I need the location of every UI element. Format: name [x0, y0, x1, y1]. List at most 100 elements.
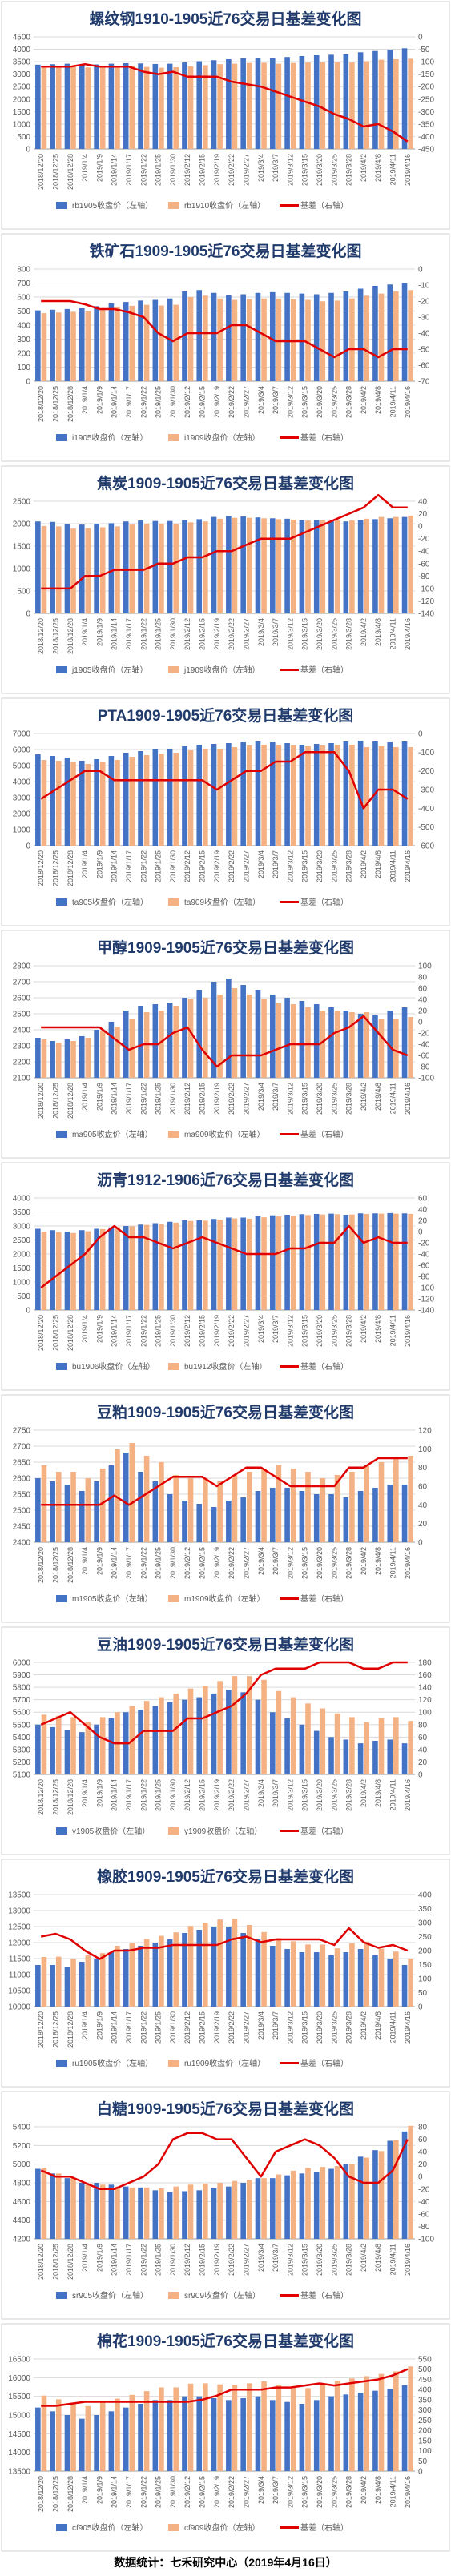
x-tick-label: 2019/2/22 [228, 386, 236, 418]
y-left-tick-label: 2450 [13, 1523, 31, 1532]
y-right-tick-label: 250 [418, 1933, 432, 1942]
bar-series2 [232, 517, 238, 613]
y-right-tick-label: -40 [418, 1041, 430, 1050]
bar-series1 [343, 1952, 349, 2007]
legend-label: y1905收盘价（左轴） [72, 1826, 150, 1836]
x-tick-label: 2019/1/14 [111, 2476, 119, 2508]
bar-series2 [290, 62, 296, 149]
bar-series1 [226, 979, 232, 1078]
bar-series2 [393, 1717, 399, 1774]
bar-series2 [41, 1465, 47, 1542]
bar-series1 [108, 1718, 115, 1774]
bar-series2 [246, 1676, 252, 1774]
bar-series1 [196, 2190, 203, 2239]
legend-swatch [168, 2060, 179, 2067]
x-tick-label: 2019/4/11 [389, 1547, 397, 1578]
bar-series2 [378, 1948, 385, 2007]
chart-svg: 棉花1909-1905近76交易日基差变化图 13500 14000 14500 150… [1, 2323, 450, 2552]
x-tick-label: 2019/1/30 [169, 2011, 177, 2044]
bar-series2 [393, 1019, 399, 1078]
y-right-tick-label: -50 [418, 346, 430, 355]
y-right-tick-label: 80 [418, 974, 428, 983]
x-tick-label: 2019/4/2 [360, 1083, 368, 1111]
x-tick-label: 2019/3/15 [301, 1083, 309, 1115]
bar-series2 [378, 2373, 385, 2471]
bar-series1 [108, 756, 115, 846]
bar-series1 [328, 292, 334, 381]
bar-series2 [159, 1935, 164, 2007]
y-left-tick-label: 4500 [13, 34, 31, 42]
bar-series1 [401, 2385, 408, 2471]
bar-series1 [401, 1485, 408, 1542]
bar-series1 [255, 2396, 261, 2471]
bar-series2 [393, 2371, 399, 2471]
bar-series1 [196, 61, 203, 149]
y-left-tick-label: 1500 [13, 1264, 31, 1273]
x-tick-label: 2019/2/15 [199, 1315, 207, 1347]
bar-series1 [226, 1690, 232, 1774]
bar-series1 [79, 1036, 85, 1078]
chart-svg: PTA1909-1905近76交易日基差变化图 0 1000 2000 3000 4000… [1, 697, 450, 926]
bar-series2 [246, 745, 252, 846]
x-tick-label: 2019/3/20 [316, 1547, 324, 1579]
bar-series2 [378, 59, 385, 149]
bar-series2 [261, 745, 267, 846]
bar-series2 [408, 1456, 413, 1542]
x-tick-label: 2019/2/12 [183, 1083, 191, 1115]
y-right-tick-label: 80 [418, 1721, 428, 1730]
bar-series1 [284, 2175, 290, 2239]
x-tick-label: 2019/4/16 [404, 1779, 412, 1811]
bar-series1 [94, 759, 99, 846]
x-tick-label: 2019/3/28 [345, 1779, 353, 1811]
y-right-tick-label: -400 [418, 133, 434, 142]
x-tick-label: 2019/1/14 [111, 154, 119, 186]
bar-series2 [115, 760, 120, 846]
bar-series1 [196, 1504, 203, 1542]
bar-series1 [269, 518, 276, 613]
x-tick-label: 2019/4/16 [404, 386, 412, 418]
x-tick-label: 2019/2/27 [243, 1779, 251, 1811]
y-right-tick-label: -500 [418, 823, 434, 832]
y-left-tick-label: 2650 [13, 1459, 31, 1468]
x-tick-label: 2019/2/22 [228, 618, 236, 650]
bar-series2 [187, 999, 194, 1078]
bar-series1 [357, 1213, 364, 1310]
bar-series2 [70, 528, 76, 613]
legend-label: 基差（右轴） [300, 1593, 348, 1604]
bar-series2 [173, 1475, 179, 1542]
bar-series2 [276, 1465, 282, 1542]
bar-series1 [94, 1724, 99, 1774]
bar-series2 [246, 1472, 252, 1542]
bar-series2 [41, 760, 47, 846]
chart-title: 铁矿石1909-1905近76交易日基差变化图 [90, 242, 362, 260]
bar-series1 [299, 55, 305, 149]
bar-series2 [276, 1938, 282, 2007]
bar-series1 [401, 1007, 408, 1078]
bar-series2 [70, 1717, 76, 1774]
bar-series2 [378, 1718, 385, 1774]
x-tick-label: 2018/12/28 [66, 154, 74, 190]
bar-series2 [334, 1713, 340, 1774]
y-right-tick-label: 200 [418, 2427, 432, 2436]
bar-series1 [372, 1488, 378, 1542]
x-tick-label: 2019/3/7 [272, 2244, 280, 2272]
x-tick-label: 2019/4/11 [389, 1315, 397, 1346]
bar-series1 [79, 1732, 85, 1774]
x-tick-label: 2019/2/19 [213, 1083, 221, 1115]
x-tick-label: 2018/12/28 [66, 1547, 74, 1583]
legend-label: 基差（右轴） [300, 200, 348, 211]
x-tick-label: 2019/1/25 [155, 1779, 163, 1811]
bar-series1 [255, 517, 261, 613]
y-right-tick-label: 0 [418, 34, 423, 42]
y-left-tick-label: 0 [26, 146, 30, 155]
y-right-tick-label: 400 [418, 1891, 432, 1900]
bar-series1 [182, 62, 187, 149]
bar-series1 [269, 1946, 276, 2007]
bar-series2 [187, 66, 194, 149]
y-right-tick-label: -40 [418, 548, 430, 557]
bar-series1 [108, 1227, 115, 1310]
x-tick-label: 2019/3/12 [286, 850, 294, 882]
x-tick-label: 2019/2/19 [213, 2244, 221, 2276]
x-tick-label: 2018/12/20 [37, 2476, 45, 2512]
y-left-tick-label: 4600 [13, 2198, 31, 2207]
